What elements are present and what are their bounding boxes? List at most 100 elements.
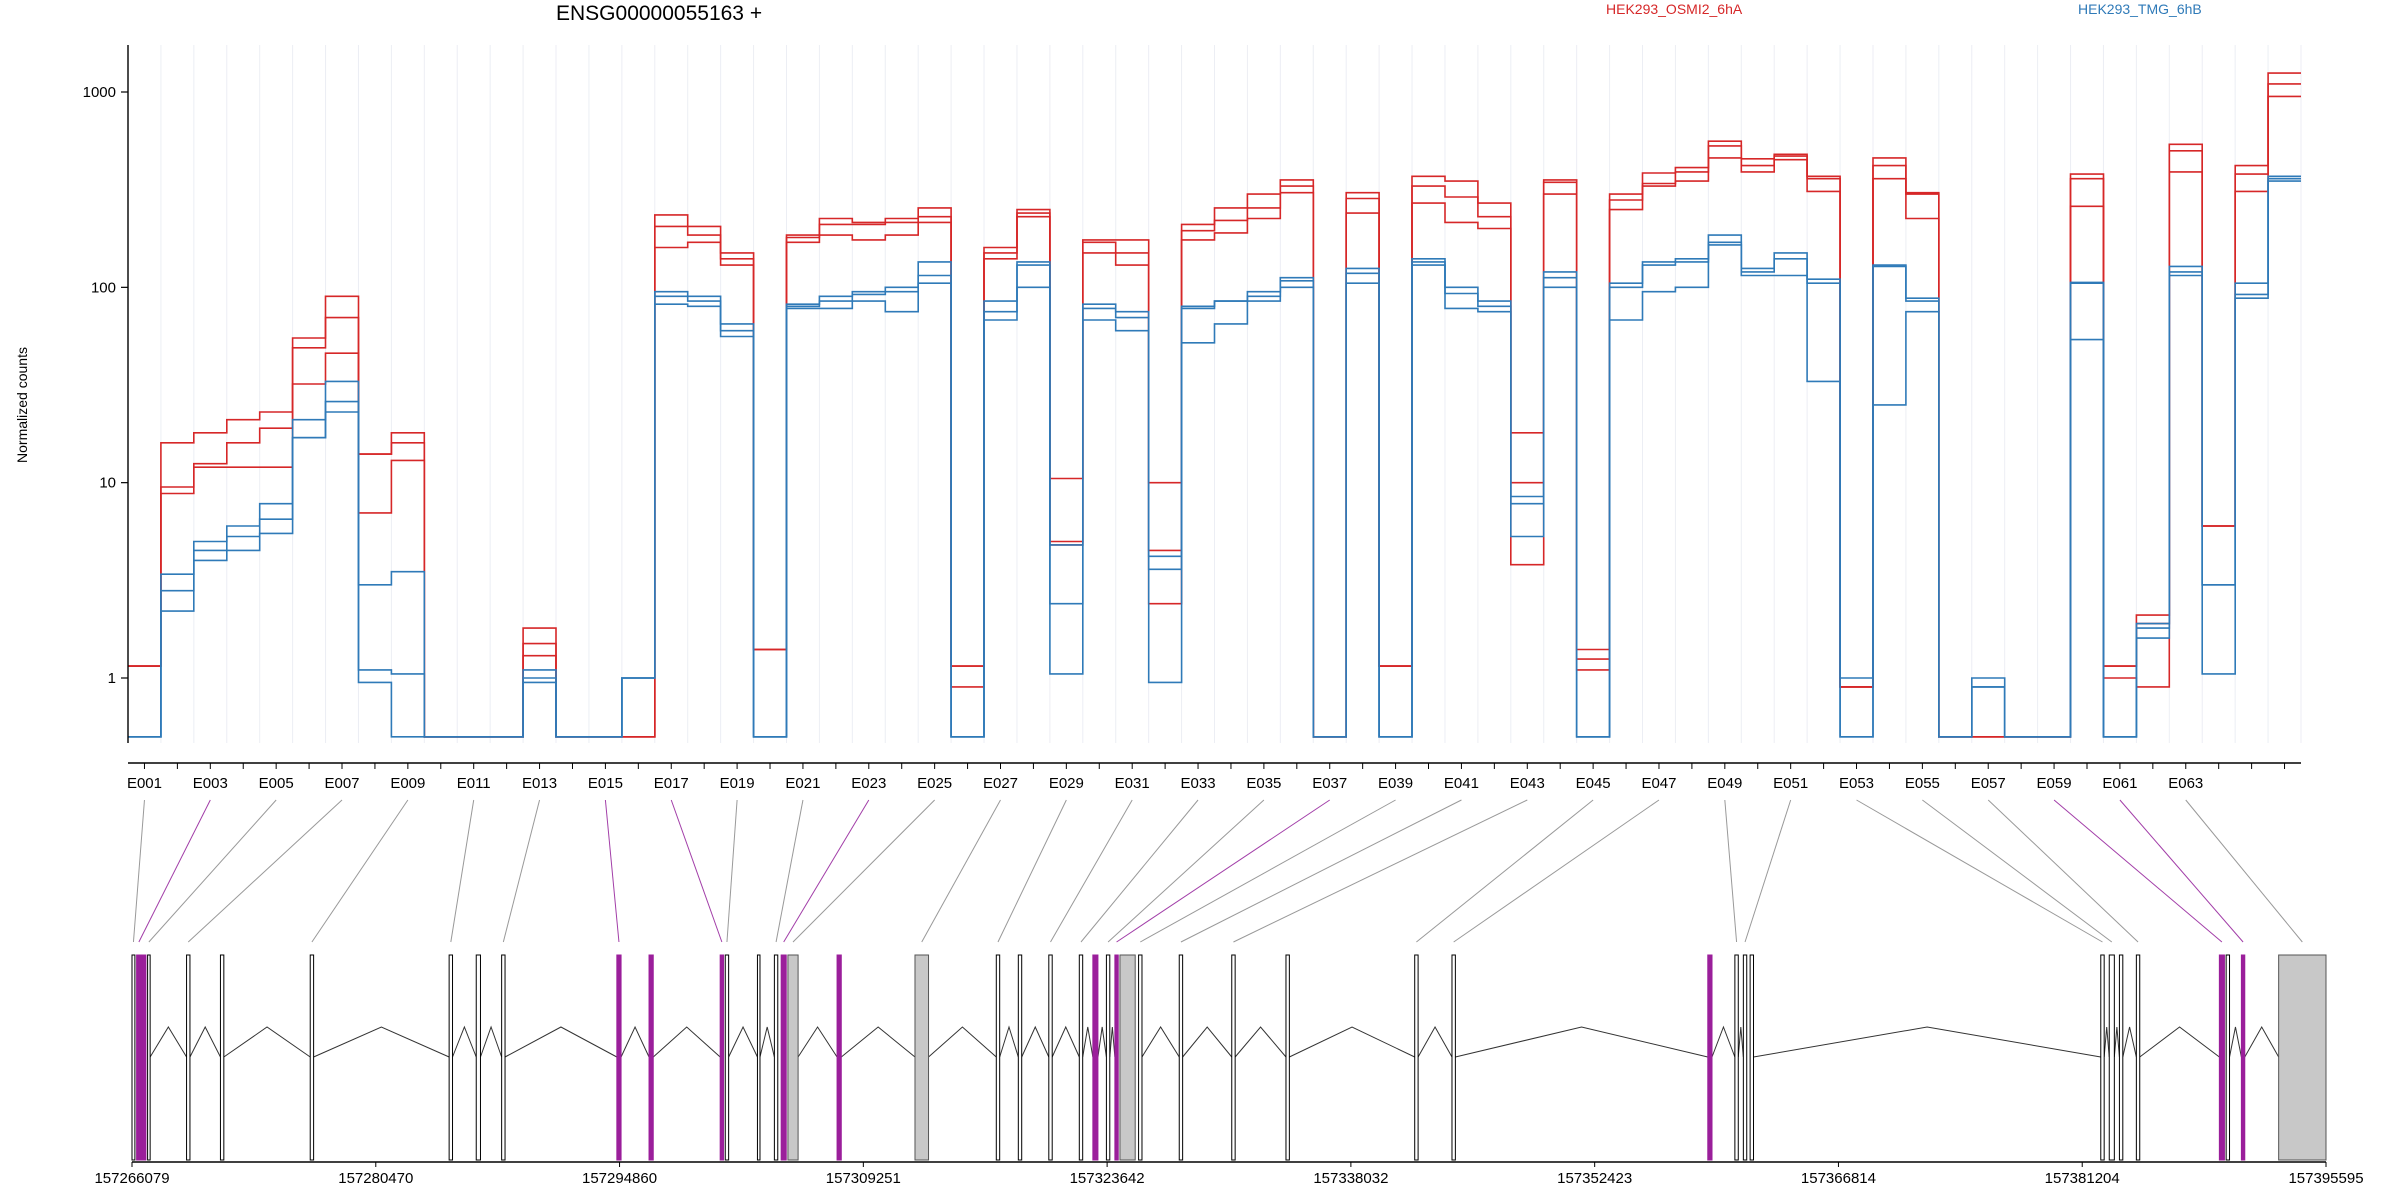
exon-label: E039 xyxy=(1378,775,1413,792)
exon-block xyxy=(147,954,151,1161)
exon-block xyxy=(448,954,454,1161)
genomic-axis: 157266079 157280470 157294860 157309251 1573… xyxy=(94,1161,2364,1187)
intron xyxy=(480,1025,503,1058)
connector-line xyxy=(1080,799,1199,943)
exon-label: E027 xyxy=(983,775,1018,792)
exon-label: E059 xyxy=(2037,775,2072,792)
genomic-tick-label: 157309251 xyxy=(826,1170,901,1187)
connector-line xyxy=(2053,799,2223,943)
connector-line xyxy=(502,799,541,943)
exon-block xyxy=(995,954,1001,1161)
exon-block xyxy=(648,954,654,1161)
exon-block xyxy=(1414,954,1419,1161)
connector-line xyxy=(1744,799,1792,943)
connector-line xyxy=(2119,799,2244,943)
intron xyxy=(1234,1026,1287,1058)
exon-block xyxy=(1707,954,1713,1161)
exon-block xyxy=(780,954,787,1161)
exon-label: E009 xyxy=(390,775,425,792)
connector-line xyxy=(1107,799,1265,943)
intron xyxy=(1082,1026,1094,1058)
exon-block xyxy=(2218,954,2225,1161)
intron xyxy=(1109,1026,1116,1058)
axes: 1 10 100 1000 E001 E003 E005 E007 E009 E011 E013 E0… xyxy=(83,45,2301,792)
connector-line xyxy=(2185,799,2303,943)
exon-block xyxy=(1114,954,1119,1161)
series-line xyxy=(128,180,2301,738)
connector-line xyxy=(1180,799,1462,943)
exon-label: E049 xyxy=(1707,775,1742,792)
exon-block xyxy=(2240,954,2246,1161)
intron xyxy=(1021,1025,1050,1058)
exon-block xyxy=(1742,954,1748,1161)
exon-block xyxy=(475,954,481,1161)
exon-label: E063 xyxy=(2168,775,2203,792)
intron xyxy=(223,1026,311,1058)
intron xyxy=(504,1026,618,1058)
exon-label: E033 xyxy=(1181,775,1216,792)
exon-label: E001 xyxy=(127,775,162,792)
connector-line xyxy=(1724,799,1738,943)
exon-label: E023 xyxy=(851,775,886,792)
grid-lines xyxy=(127,45,2302,743)
exon-label: E007 xyxy=(324,775,359,792)
connector-line xyxy=(148,799,277,943)
exon-block xyxy=(836,954,842,1161)
exon-block xyxy=(1451,954,1456,1161)
exon-block xyxy=(501,954,506,1161)
intron xyxy=(1711,1025,1736,1058)
exon-label: E037 xyxy=(1312,775,1347,792)
connector-line xyxy=(1987,799,2139,943)
exon-block xyxy=(724,954,730,1161)
intron xyxy=(1182,1026,1233,1058)
intron xyxy=(728,1025,758,1058)
exon-label: E011 xyxy=(457,775,491,792)
exon-label: E045 xyxy=(1576,775,1611,792)
exon-block xyxy=(1734,954,1739,1161)
exon-label: E053 xyxy=(1839,775,1874,792)
exon-block xyxy=(2118,954,2124,1161)
exon-label: E017 xyxy=(654,775,689,792)
connector-line xyxy=(783,799,870,943)
exon-block xyxy=(756,954,761,1161)
intron xyxy=(2139,1026,2220,1058)
intron xyxy=(313,1026,450,1058)
exon-label: E055 xyxy=(1905,775,1940,792)
connector-line xyxy=(670,799,723,943)
intron xyxy=(620,1025,650,1058)
connector-line xyxy=(604,799,620,943)
connector-line xyxy=(792,799,935,943)
exon-block xyxy=(1749,954,1755,1161)
intron xyxy=(797,1026,838,1058)
intron xyxy=(1141,1026,1180,1058)
exon-block xyxy=(914,954,930,1161)
exon-block xyxy=(2108,954,2115,1161)
exon-label: E043 xyxy=(1510,775,1545,792)
genomic-tick-label: 157323642 xyxy=(1070,1170,1145,1187)
exon-block xyxy=(1138,954,1143,1161)
intron xyxy=(1753,1026,2101,1058)
intron xyxy=(840,1026,916,1058)
intron xyxy=(2103,1026,2110,1058)
intron xyxy=(759,1026,775,1058)
intron xyxy=(2113,1026,2120,1058)
exon-block xyxy=(1078,954,1084,1161)
exon-block xyxy=(309,954,315,1161)
connector-line xyxy=(726,799,738,943)
connector-line xyxy=(1453,799,1660,943)
connector-line xyxy=(311,799,409,943)
exon-block xyxy=(141,954,147,1161)
genomic-tick-label: 157338032 xyxy=(1313,1170,1388,1187)
series-lines xyxy=(128,72,2301,738)
intron xyxy=(452,1025,477,1058)
connector-lines xyxy=(132,799,2303,943)
connector-line xyxy=(1416,799,1594,943)
exon-block xyxy=(219,954,225,1161)
connector-line xyxy=(1140,799,1396,943)
exon-block xyxy=(2278,954,2327,1161)
intron xyxy=(1737,1026,1744,1058)
intron xyxy=(1051,1025,1080,1058)
legend-label-osmi: HEK293_OSMI2_6hA xyxy=(1606,1,1743,17)
intron xyxy=(1417,1025,1453,1058)
